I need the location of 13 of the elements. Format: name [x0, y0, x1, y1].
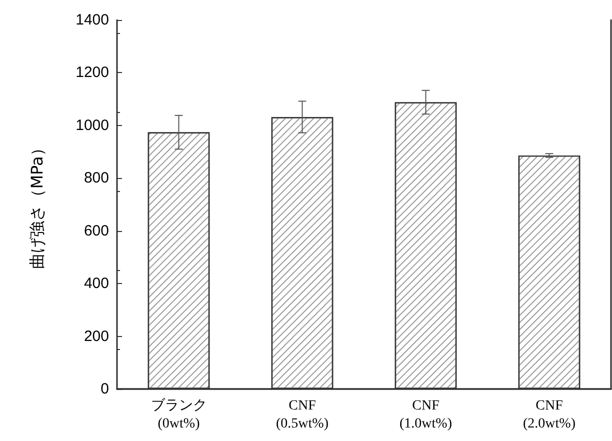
x-tick-label: CNF (1.0wt%) [400, 398, 452, 432]
y-tick-label: 1200 [76, 64, 109, 82]
y-tick-label: 1000 [76, 116, 109, 134]
y-tick-label: 400 [84, 275, 109, 292]
x-tick-label: CNF (0.5wt%) [276, 398, 329, 432]
y-tick-label: 0 [100, 380, 109, 398]
y-tick-label: 600 [84, 222, 109, 240]
y-tick-label: 800 [84, 170, 109, 187]
y-axis-title: 曲げ強さ（MPa） [28, 140, 46, 269]
y-tick-label: 1400 [76, 12, 109, 28]
y-tick-label: 200 [84, 328, 109, 345]
x-tick-label: CNF (2.0wt%) [523, 398, 576, 432]
x-tick-label: ブランク (0wt%) [150, 398, 207, 432]
